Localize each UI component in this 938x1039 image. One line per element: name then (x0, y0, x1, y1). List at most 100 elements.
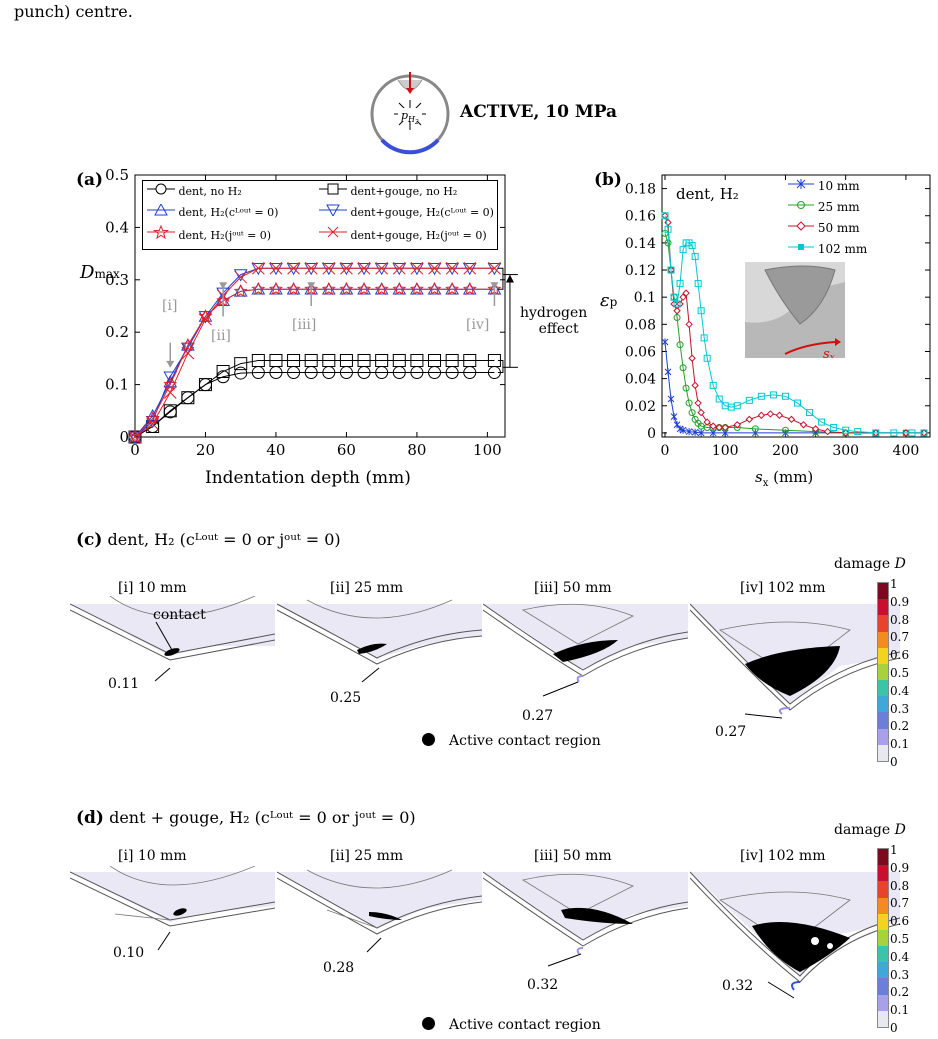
annot-i: [i] (162, 298, 178, 314)
data-point (181, 346, 195, 360)
data-point (673, 314, 681, 322)
data-point (691, 428, 699, 436)
data-point (410, 353, 424, 367)
legend-item: dent, no H₂ (147, 183, 242, 198)
data-point (163, 386, 177, 399)
data-point (682, 289, 690, 297)
data-point (199, 312, 212, 326)
colorbar-segment (878, 946, 888, 963)
damage-value: 0.32 (527, 977, 559, 993)
y-tick-label: 0.1 (105, 376, 129, 394)
annotation-arrowhead (166, 360, 175, 368)
chart-b-inset: sx (745, 262, 845, 358)
data-point (766, 410, 775, 418)
colorbar-segment (878, 728, 888, 745)
data-point (233, 284, 248, 298)
data-point (703, 418, 711, 426)
colorbar-tick-label: 0.9 (890, 594, 910, 609)
x-tick-label: 300 (832, 443, 859, 459)
data-point (757, 411, 766, 419)
data-point (357, 282, 371, 295)
data-point (703, 354, 711, 362)
data-point (339, 282, 354, 295)
data-point (775, 411, 784, 419)
data-point (287, 353, 301, 367)
data-point (357, 261, 371, 275)
colorbar-segment (878, 978, 888, 995)
data-point (128, 430, 142, 444)
data-point (679, 426, 687, 434)
series-line (134, 372, 495, 438)
data-point (234, 366, 248, 380)
data-point (830, 423, 838, 431)
contact-dot-icon (422, 733, 435, 746)
colorbar-segment (878, 913, 888, 930)
data-point (685, 320, 693, 329)
colorbar-segment (878, 897, 888, 914)
contour-frame (483, 603, 688, 697)
data-point (198, 378, 212, 392)
data-point (427, 282, 442, 295)
colorbar-segment (878, 647, 888, 664)
data-point (487, 262, 502, 276)
panel-a-xlabel: Indentation depth (mm) (205, 468, 411, 488)
panel-c-frame-label: [i] 10 mm (118, 580, 187, 596)
annotation-arrowhead (307, 282, 316, 290)
panel-b-label: (b) (594, 170, 622, 190)
legend-item: dent+gouge, no H₂ (319, 183, 457, 198)
data-point (811, 425, 820, 433)
data-point (163, 404, 177, 418)
colorbar-d-ticks: 1 0.9 0.8 0.7 0.6 0.5 0.4 0.3 0.2 0.1 0 (890, 843, 926, 1035)
data-point (251, 262, 266, 276)
colorbar-segment (878, 712, 888, 729)
data-point (721, 402, 729, 410)
pipe-schematic: pH2 (370, 72, 450, 155)
colorbar-segment (878, 744, 888, 761)
data-point (697, 429, 705, 437)
colorbar-segment (878, 599, 888, 616)
data-point (268, 281, 283, 296)
y-tick-label: 0.06 (625, 344, 656, 360)
data-point (733, 402, 741, 410)
data-point (908, 429, 916, 437)
data-point (445, 261, 459, 275)
data-point (818, 418, 826, 426)
data-point (304, 353, 318, 367)
data-point (445, 262, 459, 276)
colorbar-tick-label: 0.1 (890, 1003, 910, 1018)
y-tick-label: 0.2 (105, 323, 129, 341)
legend-item: 25 mm (788, 199, 860, 214)
data-point (321, 282, 336, 295)
colorbar-segment (878, 696, 888, 713)
damage-value: 0.32 (722, 978, 754, 994)
data-point (304, 261, 318, 275)
data-point (709, 422, 717, 430)
legend-item: dent, H₂(cᴸᵒᵘᵗ = 0) (147, 202, 278, 219)
damage-value: 0.10 (113, 945, 145, 961)
data-point (392, 353, 406, 367)
panel-c-frame-label: [iii] 50 mm (534, 580, 612, 596)
colorbar-segment (878, 615, 888, 632)
data-point (357, 262, 371, 276)
data-point (463, 261, 477, 275)
data-point (688, 242, 696, 250)
data-point (667, 266, 675, 274)
data-point (269, 353, 283, 367)
data-point (462, 282, 477, 295)
data-point (679, 293, 687, 301)
data-point (269, 262, 283, 276)
contour-frame (483, 871, 688, 967)
annot-iii: [iii] (292, 317, 317, 333)
data-point (180, 337, 195, 352)
data-point (322, 261, 336, 275)
data-point (694, 399, 702, 407)
data-point (667, 395, 675, 403)
y-tick-label: 0 (119, 428, 129, 446)
panel-d-frame-label: [iv] 102 mm (740, 848, 826, 864)
x-tick-label: 100 (473, 441, 502, 459)
contour-frame (277, 599, 482, 683)
y-tick-label: 0.18 (625, 182, 656, 198)
data-point (287, 261, 300, 275)
data-point (685, 399, 693, 407)
colorbar-tick-label: 0.5 (890, 932, 910, 946)
